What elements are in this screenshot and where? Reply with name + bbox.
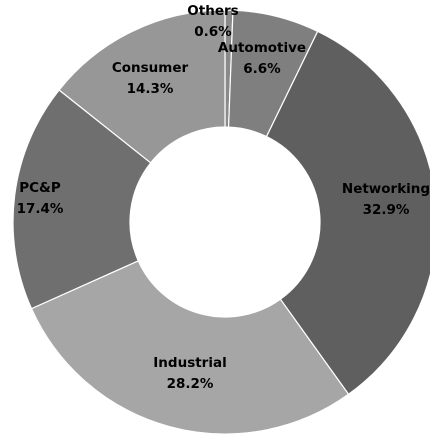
slice-industrial bbox=[30, 260, 350, 434]
slice-pc-p bbox=[12, 89, 152, 310]
slice-name-networking: Networking bbox=[342, 181, 430, 197]
slice-name-others: Others bbox=[187, 3, 238, 19]
slice-value-automotive: 6.6% bbox=[243, 61, 281, 77]
slice-consumer bbox=[58, 9, 226, 164]
slice-value-networking: 32.9% bbox=[363, 202, 410, 218]
slice-value-others: 0.6% bbox=[194, 24, 232, 40]
slice-value-pc-p: 17.4% bbox=[17, 201, 64, 217]
slice-value-consumer: 14.3% bbox=[127, 81, 174, 97]
slice-name-automotive: Automotive bbox=[218, 40, 306, 56]
slice-name-pc-p: PC&P bbox=[19, 180, 61, 196]
slice-name-consumer: Consumer bbox=[112, 60, 189, 76]
slice-networking bbox=[265, 30, 430, 396]
slice-name-industrial: Industrial bbox=[153, 355, 226, 371]
slice-value-industrial: 28.2% bbox=[167, 376, 214, 392]
